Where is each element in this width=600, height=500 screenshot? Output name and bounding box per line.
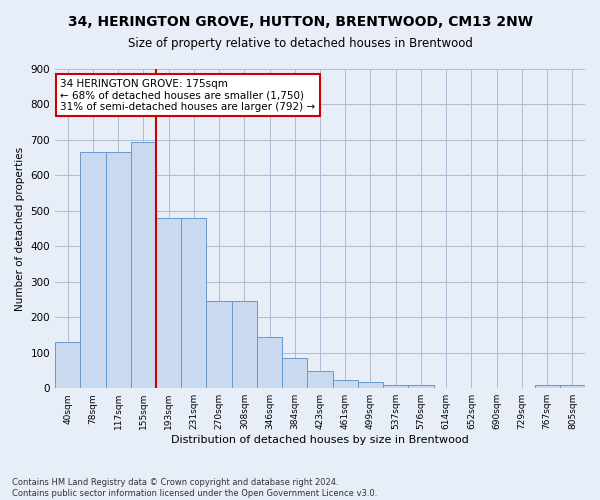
Bar [106,152,131,388]
Bar [55,342,80,388]
Y-axis label: Number of detached properties: Number of detached properties [15,146,25,310]
Bar [282,358,307,388]
Bar [80,152,106,388]
Text: 34, HERINGTON GROVE, HUTTON, BRENTWOOD, CM13 2NW: 34, HERINGTON GROVE, HUTTON, BRENTWOOD, … [67,15,533,29]
Bar [307,371,332,388]
Bar [131,142,156,388]
Bar [560,386,585,388]
Text: 34 HERINGTON GROVE: 175sqm
← 68% of detached houses are smaller (1,750)
31% of s: 34 HERINGTON GROVE: 175sqm ← 68% of deta… [61,78,316,112]
Bar [383,384,409,388]
Text: Size of property relative to detached houses in Brentwood: Size of property relative to detached ho… [128,38,472,51]
Bar [206,302,232,388]
Bar [535,386,560,388]
X-axis label: Distribution of detached houses by size in Brentwood: Distribution of detached houses by size … [171,435,469,445]
Text: Contains HM Land Registry data © Crown copyright and database right 2024.
Contai: Contains HM Land Registry data © Crown c… [12,478,377,498]
Bar [358,382,383,388]
Bar [181,218,206,388]
Bar [409,386,434,388]
Bar [232,302,257,388]
Bar [156,218,181,388]
Bar [332,380,358,388]
Bar [257,337,282,388]
